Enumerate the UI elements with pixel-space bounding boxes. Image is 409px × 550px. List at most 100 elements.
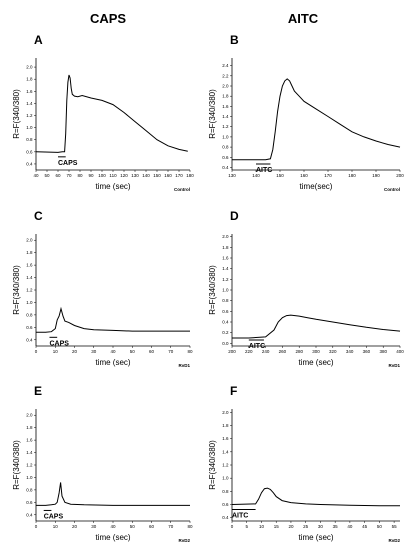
y-tick-label: 0.8	[26, 312, 33, 317]
y-tick-label: 0.8	[26, 487, 33, 492]
x-tick-label: 35	[333, 524, 339, 529]
y-tick-label: 0.2	[222, 330, 229, 335]
stimulus-label: AITC	[232, 513, 248, 520]
x-tick-label: 140	[252, 173, 260, 178]
x-tick-label: 50	[130, 524, 136, 529]
x-tick-label: 170	[324, 173, 332, 178]
x-tick-label: 260	[279, 349, 287, 354]
y-tick-label: 0.8	[26, 137, 33, 142]
x-axis-label: time (sec)	[298, 533, 333, 542]
stimulus-label: AITC	[249, 343, 265, 350]
stimulus-label: CAPS	[44, 513, 64, 520]
x-tick-label: 200	[228, 349, 236, 354]
x-tick-label: 10	[53, 349, 59, 354]
x-tick-label: 0	[35, 524, 38, 529]
condition-label: RvD2	[388, 538, 400, 543]
y-tick-label: 1.4	[26, 101, 33, 106]
y-tick-label: 1.0	[222, 476, 229, 481]
x-tick-label: 5	[245, 524, 248, 529]
x-tick-label: 200	[396, 173, 404, 178]
y-tick-label: 0.4	[222, 320, 229, 325]
x-tick-label: 30	[91, 524, 97, 529]
x-tick-label: 15	[274, 524, 280, 529]
stimulus-label: AITC	[256, 167, 272, 174]
y-axis-label: R=F(340/380)	[208, 265, 217, 315]
y-tick-label: 0.6	[222, 309, 229, 314]
y-tick-label: 0.4	[222, 515, 229, 520]
x-tick-label: 50	[130, 349, 136, 354]
panel-f: F 0.4 0.6 0.8 1.0 1.2 1.4 1.6 1.8 2.0 0 5 10 15 20 25 30…	[208, 384, 400, 543]
x-tick-label: 40	[33, 173, 39, 178]
panel-d: D 0.0 0.2 0.4 0.6 0.8 1.0 1.2 1.4 1.6 1.8 2.0 200 220…	[208, 209, 404, 368]
x-tick-label: 170	[175, 173, 183, 178]
x-tick-label: 180	[348, 173, 356, 178]
x-tick-label: 130	[131, 173, 139, 178]
panel-letter: E	[34, 384, 42, 398]
x-axis-label: time (sec)	[298, 358, 333, 367]
y-tick-label: 0.0	[222, 341, 229, 346]
y-tick-label: 0.4	[26, 161, 33, 166]
stimulus-label: CAPS	[58, 160, 78, 167]
trace-line	[36, 482, 190, 506]
y-tick-label: 1.4	[222, 449, 229, 454]
x-tick-label: 45	[362, 524, 368, 529]
x-tick-label: 10	[259, 524, 265, 529]
x-tick-label: 190	[372, 173, 380, 178]
x-tick-label: 40	[347, 524, 353, 529]
x-tick-label: 320	[329, 349, 337, 354]
column-title-aitc: AITC	[288, 11, 319, 26]
x-tick-label: 40	[110, 349, 116, 354]
y-tick-label: 1.0	[26, 475, 33, 480]
x-tick-label: 20	[288, 524, 294, 529]
x-tick-label: 180	[186, 173, 194, 178]
x-tick-label: 10	[53, 524, 59, 529]
x-tick-label: 380	[379, 349, 387, 354]
x-tick-label: 0	[231, 524, 234, 529]
x-tick-label: 160	[300, 173, 308, 178]
x-tick-label: 130	[228, 173, 236, 178]
y-axis-label: R=F(340/380)	[12, 440, 21, 490]
y-tick-label: 0.8	[222, 298, 229, 303]
y-tick-label: 1.6	[222, 256, 229, 261]
x-tick-label: 60	[149, 349, 155, 354]
y-axis-label: R=F(340/380)	[12, 265, 21, 315]
y-tick-label: 1.6	[26, 263, 33, 268]
x-tick-label: 70	[168, 524, 174, 529]
x-tick-label: 20	[72, 524, 78, 529]
x-tick-label: 50	[44, 173, 50, 178]
panel-a: A 0.4 0.6 0.8 1.0 1.2 1.4 1.6 1.8 2.0 40 50 60 70 80 90…	[12, 33, 194, 192]
x-tick-label: 80	[187, 524, 193, 529]
condition-label: RvD1	[388, 363, 400, 368]
y-tick-label: 0.6	[26, 325, 33, 330]
x-tick-label: 70	[66, 173, 72, 178]
x-tick-label: 150	[276, 173, 284, 178]
y-tick-label: 1.6	[26, 89, 33, 94]
y-tick-label: 1.2	[222, 124, 229, 129]
y-tick-label: 2.0	[26, 413, 33, 418]
panel-b: B 0.4 0.6 0.8 1.0 1.2 1.4 1.6 1.8 2.0 2.2 2.4 130 140…	[208, 33, 404, 192]
x-tick-label: 400	[396, 349, 404, 354]
y-tick-label: 0.6	[222, 502, 229, 507]
y-axis-label: R=F(340/380)	[208, 440, 217, 490]
x-tick-label: 55	[392, 524, 398, 529]
x-axis-label: time (sec)	[95, 533, 130, 542]
x-tick-label: 110	[109, 173, 117, 178]
x-tick-label: 120	[120, 173, 128, 178]
x-tick-label: 300	[312, 349, 320, 354]
x-axis-label: time(sec)	[300, 182, 333, 191]
y-tick-label: 2.0	[222, 234, 229, 239]
y-tick-label: 1.8	[222, 94, 229, 99]
y-tick-label: 1.0	[222, 288, 229, 293]
y-tick-label: 1.4	[26, 275, 33, 280]
panel-letter: C	[34, 209, 43, 223]
y-tick-label: 1.8	[26, 425, 33, 430]
trace-line	[35, 74, 188, 153]
y-tick-label: 1.4	[222, 266, 229, 271]
trace-line	[232, 314, 401, 339]
panel-e: E 0.4 0.6 0.8 1.0 1.2 1.4 1.6 1.8 2.0 0 10 20 30 40 50 6…	[12, 384, 193, 543]
y-tick-label: 0.6	[26, 149, 33, 154]
y-tick-label: 1.0	[26, 300, 33, 305]
x-tick-label: 0	[35, 349, 38, 354]
trace-line	[36, 306, 190, 333]
x-tick-label: 80	[77, 173, 83, 178]
